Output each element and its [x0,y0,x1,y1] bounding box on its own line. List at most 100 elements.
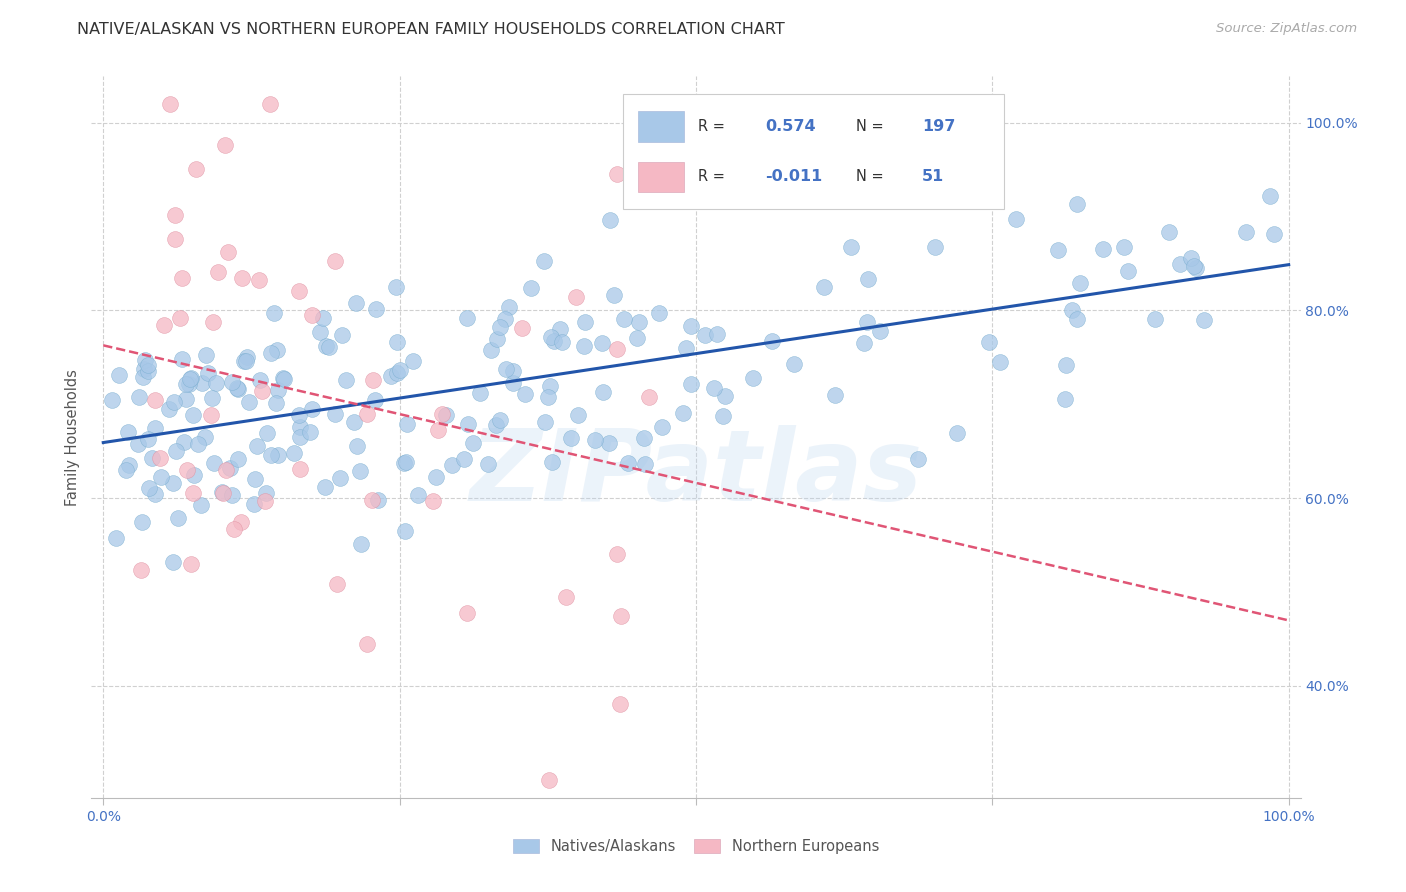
Point [127,436,149,450]
Point [648,306,671,320]
Point [633,431,655,445]
Point [105,532,128,546]
Point [202,456,225,470]
Point [363,373,385,387]
Point [610,609,633,624]
Point [101,392,124,407]
Text: ZIPatlas: ZIPatlas [470,425,922,522]
Point [173,435,195,450]
Point [194,348,217,362]
Point [543,334,565,348]
Point [924,240,946,254]
Point [907,451,929,466]
Point [260,448,283,462]
Point [540,329,562,343]
Point [346,439,368,453]
Point [1092,242,1115,256]
Point [1180,251,1202,265]
Point [254,485,277,500]
Point [231,270,253,285]
Point [174,377,197,392]
Point [187,437,209,451]
Point [441,458,464,472]
Point [205,376,228,391]
Point [162,555,184,569]
Point [541,454,564,468]
Point [350,537,373,551]
Point [290,430,312,444]
Point [190,376,212,390]
Point [197,366,219,380]
Point [163,394,186,409]
Point [211,485,233,500]
Point [613,312,636,326]
Point [267,448,290,462]
Point [301,308,323,322]
Point [1053,392,1076,406]
Point [456,311,478,326]
Point [392,456,415,470]
Point [242,497,264,511]
Point [221,488,243,502]
Point [592,384,614,399]
Point [149,451,172,466]
Point [1069,276,1091,290]
Point [181,408,204,422]
Point [212,485,235,500]
Point [1263,227,1285,241]
Point [591,335,613,350]
Point [609,697,631,711]
Point [426,423,449,437]
Point [617,456,640,470]
Point [679,319,702,334]
Bar [638,112,683,142]
Text: NATIVE/ALASKAN VS NORTHERN EUROPEAN FAMILY HOUSEHOLDS CORRELATION CHART: NATIVE/ALASKAN VS NORTHERN EUROPEAN FAMI… [77,22,785,37]
Point [129,563,152,577]
Point [246,439,269,453]
Point [222,522,245,536]
Point [247,273,270,287]
Text: 197: 197 [922,119,956,134]
Text: N =: N = [856,119,883,134]
Point [312,310,335,325]
Point [513,387,536,401]
Point [634,457,657,471]
Point [425,469,447,483]
Point [489,320,512,334]
Point [422,494,444,508]
Point [706,327,728,342]
Point [118,458,141,472]
Point [214,137,236,152]
Point [266,343,288,357]
Point [138,432,160,446]
Point [166,511,188,525]
Point [498,301,520,315]
Point [990,354,1012,368]
Point [221,376,243,390]
Point [627,316,650,330]
Point [329,471,352,485]
Point [259,97,281,112]
Point [824,388,846,402]
Point [132,370,155,384]
Point [1116,264,1139,278]
Point [502,376,524,390]
Point [711,409,734,423]
Point [502,364,524,378]
Point [253,494,276,508]
Point [232,354,254,368]
Point [856,272,879,286]
Point [693,327,716,342]
Point [1114,240,1136,254]
Point [703,382,725,396]
Point [385,366,408,380]
Point [108,368,131,383]
FancyBboxPatch shape [623,94,1004,210]
Point [1047,243,1070,257]
Point [869,325,891,339]
Point [226,381,249,395]
Point [323,254,346,268]
Point [200,409,222,423]
Point [484,418,506,433]
Point [555,591,578,605]
